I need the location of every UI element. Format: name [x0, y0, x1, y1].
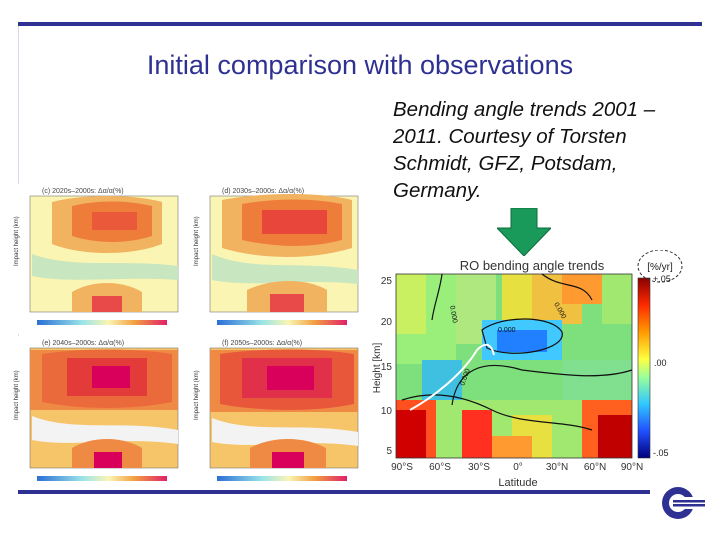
ro-x-tick: 0° [513, 462, 523, 473]
ro-x-tick: 60°N [584, 462, 606, 473]
ro-trend-chart: RO bending angle trends Height [km] Lati… [372, 250, 683, 489]
contour-line [431, 273, 443, 321]
ro-x-tick: 90°N [621, 462, 643, 473]
panel-label: (c) 2020s–2000s: Δα/α(%) [42, 188, 124, 195]
top-rule [18, 22, 702, 26]
contour-label: 0.000 [448, 305, 458, 324]
model-panel-c: Impact height (km) (c) 2020s–2000s: Δα/α… [12, 184, 188, 334]
ro-colorbar-tick: +.05 [653, 274, 671, 284]
ro-y-tick: 20 [381, 317, 393, 328]
ro-y-tick: 10 [381, 406, 393, 417]
unit-highlight-ring [637, 250, 683, 283]
tropopause-line [409, 343, 495, 411]
ro-y-tick: 25 [381, 276, 393, 287]
contour-line [541, 273, 593, 301]
organisation-logo-icon [662, 487, 705, 519]
ro-x-tick: 30°S [468, 462, 490, 473]
contour-line [401, 394, 593, 431]
contour-line [481, 318, 563, 354]
caption-text: Bending angle trends 2001 – 2011. Courte… [393, 98, 656, 202]
slide-title: Initial comparison with observations [146, 50, 574, 80]
ro-colorbar-tick: .00 [654, 358, 667, 368]
ro-x-tick: 60°S [429, 462, 451, 473]
ro-y-tick: 5 [386, 446, 392, 457]
contour-label: 0.000 [498, 327, 516, 334]
panel-label: (e) 2040s–2000s: Δα/α(%) [42, 340, 124, 347]
model-panel-d: Impact height (km) (d) 2030s–2000s: Δα/α… [192, 184, 368, 334]
model-panel-f: Impact height (km) (f) 2050s–2000s: Δα/α… [192, 336, 368, 490]
ro-y-tick: 15 [381, 362, 393, 373]
ro-y-axis-label: Height [km] [372, 342, 383, 393]
ro-x-tick: 90°S [391, 462, 413, 473]
ro-colorbar [637, 277, 651, 459]
panel-ylabel: Impact height (km) [194, 370, 200, 420]
bottom-rule [18, 490, 650, 494]
panel-label: (f) 2050s–2000s: Δα/α(%) [222, 340, 302, 347]
ro-x-tick: 30°N [546, 462, 568, 473]
ro-trend-field [396, 274, 632, 458]
ro-x-axis-label: Latitude [498, 477, 537, 489]
down-arrow-icon [497, 208, 551, 256]
ro-chart-title: RO bending angle trends [460, 258, 605, 273]
panel-label: (d) 2030s–2000s: Δα/α(%) [222, 188, 304, 195]
panel-ylabel: Impact height (km) [194, 216, 200, 266]
panel-ylabel: Impact height (km) [14, 370, 20, 420]
ro-colorbar-unit: [%/yr] [647, 262, 673, 273]
contour-line [451, 364, 633, 406]
panel-ylabel: Impact height (km) [14, 216, 20, 266]
model-panel-e: Impact height (km) (e) 2040s–2000s: Δα/α… [12, 336, 188, 490]
ro-colorbar-tick: -.05 [653, 448, 669, 458]
